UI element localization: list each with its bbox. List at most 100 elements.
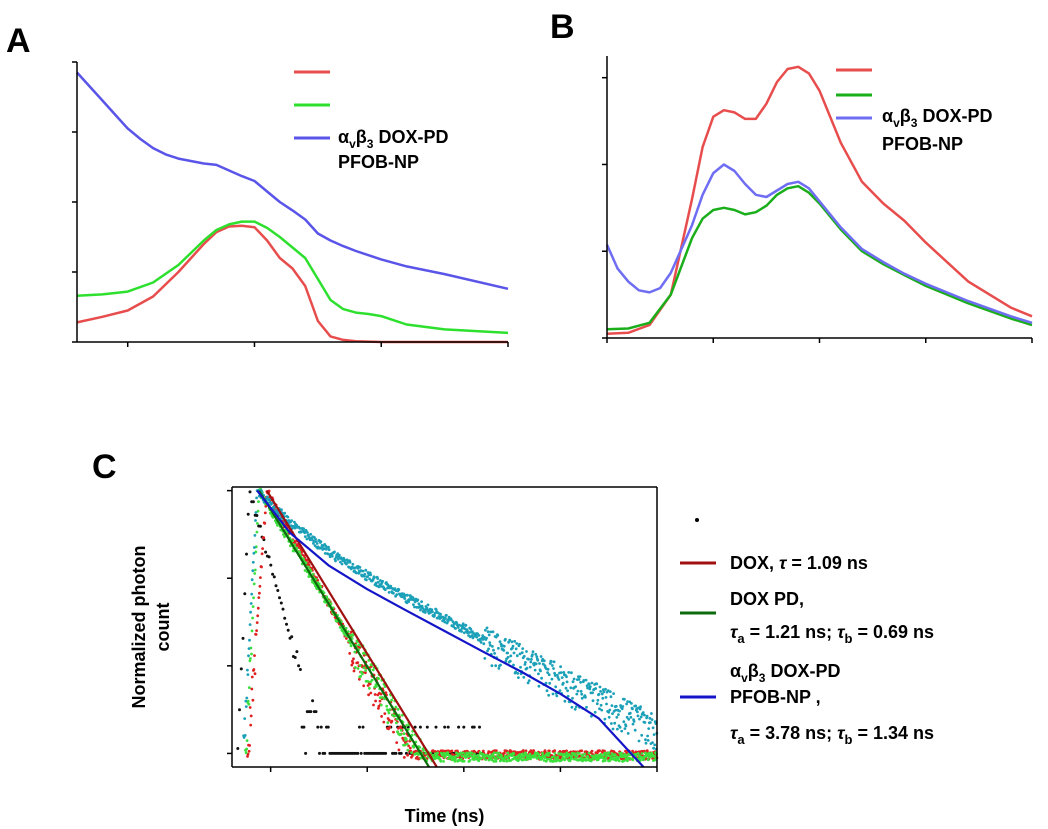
data-point — [252, 551, 256, 555]
data-point — [643, 721, 647, 724]
data-point — [258, 591, 261, 595]
data-point — [381, 579, 384, 583]
fit-line-2 — [258, 490, 430, 768]
data-point — [600, 692, 604, 696]
data-point — [577, 678, 581, 681]
data-point — [562, 752, 566, 756]
data-point — [565, 751, 569, 755]
data-point — [497, 646, 500, 650]
data-point — [588, 685, 592, 689]
data-point — [392, 730, 395, 734]
data-point — [371, 668, 375, 672]
data-point — [260, 552, 264, 556]
data-point — [297, 664, 301, 668]
data-point — [368, 686, 371, 690]
data-point — [351, 661, 355, 665]
data-point — [248, 744, 252, 747]
data-point — [374, 581, 378, 585]
data-point — [411, 754, 414, 758]
data-point — [637, 739, 641, 743]
data-point — [498, 640, 502, 644]
data-point — [633, 728, 637, 732]
data-point — [518, 642, 521, 646]
data-point — [383, 588, 387, 592]
data-point — [603, 717, 607, 721]
data-point — [406, 593, 409, 597]
data-point — [626, 759, 629, 763]
data-point — [529, 757, 532, 761]
data-point — [539, 655, 543, 658]
data-point — [353, 566, 357, 570]
data-point — [271, 572, 275, 576]
data-point — [330, 554, 334, 558]
data-point — [650, 718, 654, 721]
chart-c: Time (ns) Normalized photon count DOX, τ = … — [129, 486, 934, 826]
data-point — [491, 630, 495, 634]
data-point — [250, 675, 254, 679]
data-point — [251, 616, 255, 620]
data-point — [252, 582, 256, 586]
data-point — [570, 671, 573, 675]
data-point — [511, 644, 515, 648]
data-point — [604, 756, 608, 760]
data-point — [571, 696, 574, 700]
data-point — [252, 668, 256, 671]
data-point — [653, 743, 657, 747]
data-point — [403, 597, 407, 600]
data-point — [604, 696, 608, 699]
data-point — [584, 758, 588, 762]
data-point — [426, 603, 430, 607]
data-point — [525, 666, 529, 670]
data-point — [457, 725, 461, 729]
series-line-2 — [76, 71, 509, 291]
data-point — [395, 593, 399, 596]
data-point — [457, 623, 461, 627]
data-point — [452, 755, 456, 759]
data-point — [420, 600, 423, 604]
data-point — [250, 592, 254, 596]
data-point — [372, 703, 375, 707]
data-point — [276, 511, 280, 515]
data-point — [556, 755, 559, 759]
data-point — [614, 708, 618, 712]
data-point — [515, 654, 519, 658]
data-point — [253, 572, 257, 575]
data-point — [399, 725, 402, 729]
data-point — [358, 664, 362, 667]
data-point — [328, 599, 331, 603]
series-line-0 — [606, 65, 1033, 335]
data-point — [359, 674, 363, 678]
data-point — [276, 523, 279, 527]
data-point — [591, 699, 595, 703]
data-point — [505, 759, 509, 763]
data-point — [356, 751, 360, 755]
data-point — [538, 662, 541, 665]
data-point — [541, 751, 544, 755]
data-point — [644, 738, 647, 742]
data-point — [590, 749, 594, 753]
data-point — [467, 631, 471, 634]
data-point — [251, 569, 255, 573]
data-point — [381, 696, 384, 699]
fit-line-3 — [256, 489, 645, 768]
data-point — [603, 749, 606, 753]
data-point — [359, 569, 363, 572]
data-point — [644, 741, 648, 745]
data-point — [248, 623, 252, 626]
data-point — [361, 672, 364, 676]
data-point — [531, 653, 534, 657]
data-point — [443, 725, 447, 729]
data-point — [402, 732, 406, 736]
data-point — [243, 717, 247, 720]
data-point — [462, 759, 466, 763]
data-point — [631, 722, 635, 726]
data-point — [477, 755, 481, 759]
data-point — [620, 729, 624, 733]
data-point — [256, 606, 260, 610]
data-point — [520, 754, 523, 758]
data-point — [579, 680, 582, 684]
data-point — [441, 615, 445, 619]
data-point — [603, 759, 607, 762]
data-point — [375, 685, 378, 688]
data-point — [305, 537, 309, 541]
